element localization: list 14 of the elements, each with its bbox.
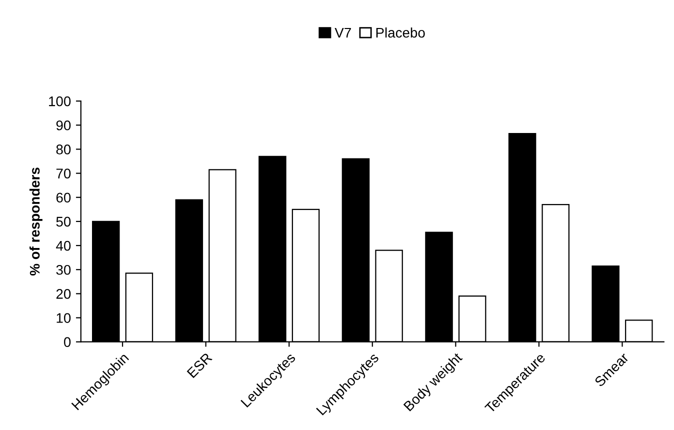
y-tick-label: 70 <box>56 168 71 178</box>
legend-label: Placebo <box>376 27 425 38</box>
y-tick-label: 20 <box>56 289 71 299</box>
y-tick-label: 30 <box>56 264 71 275</box>
y-tick-label: 60 <box>56 192 71 203</box>
y-tick-label: 80 <box>56 144 71 154</box>
y-axis-title: % of responders <box>29 168 42 276</box>
legend-label: V7 <box>334 28 351 38</box>
y-tick-label: 0 <box>64 337 71 348</box>
y-tick-label: 90 <box>56 120 71 130</box>
y-tick-label: 50 <box>56 216 71 227</box>
y-tick-label: 100 <box>49 96 71 106</box>
y-tick-label: 40 <box>56 240 71 251</box>
y-tick-label: 10 <box>56 313 71 323</box>
